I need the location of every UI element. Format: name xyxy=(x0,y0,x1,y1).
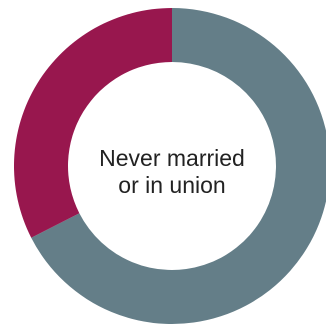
donut-slice-2 xyxy=(14,8,172,238)
center-label-line-1: Never married xyxy=(99,145,245,171)
donut-slices xyxy=(14,8,326,324)
center-label-line-2: or in union xyxy=(118,172,225,198)
donut-slice-1 xyxy=(31,8,326,324)
